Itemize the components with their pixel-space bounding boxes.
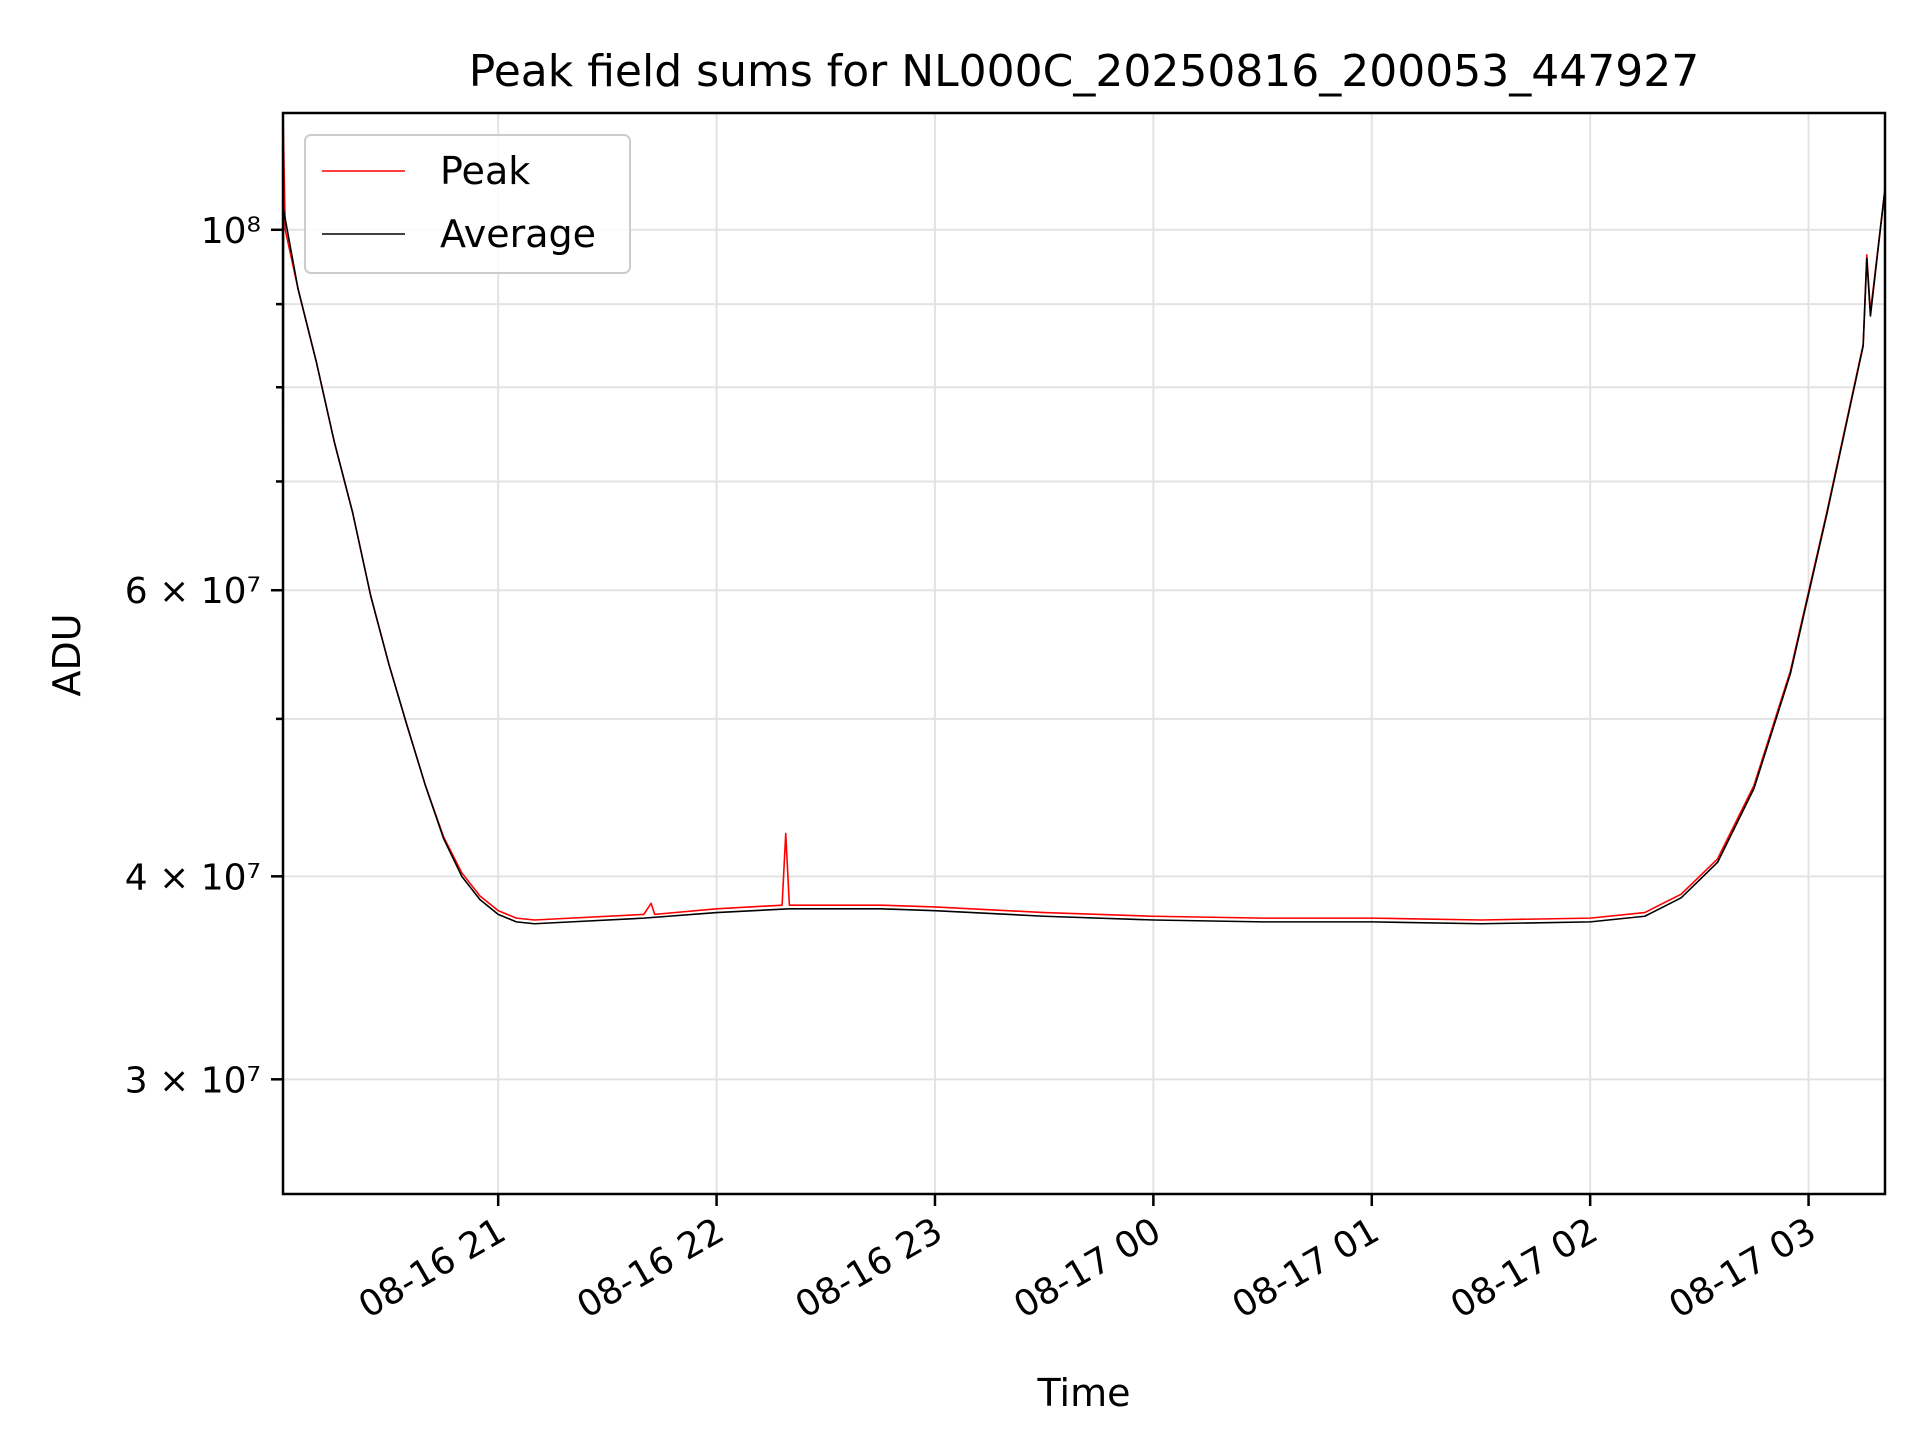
y-tick-label: 10⁸ <box>201 211 261 252</box>
grid-layer <box>283 113 1885 1194</box>
x-axis-label: Time <box>1037 1371 1131 1415</box>
y-tick-label: 3 × 10⁷ <box>125 1060 261 1101</box>
series-line-average <box>283 188 1885 925</box>
legend-box <box>304 134 631 274</box>
y-axis-label: ADU <box>45 613 89 696</box>
legend: Peak Average <box>304 134 631 274</box>
legend-label-average: Average <box>440 212 596 256</box>
chart-title: Peak field sums for NL000C_20250816_2000… <box>469 46 1699 97</box>
y-tick-label: 4 × 10⁷ <box>125 857 261 898</box>
series-layer <box>283 113 1885 925</box>
y-tick-label: 6 × 10⁷ <box>125 571 261 612</box>
plot-frame <box>281 111 1887 1196</box>
legend-label-peak: Peak <box>440 149 530 193</box>
